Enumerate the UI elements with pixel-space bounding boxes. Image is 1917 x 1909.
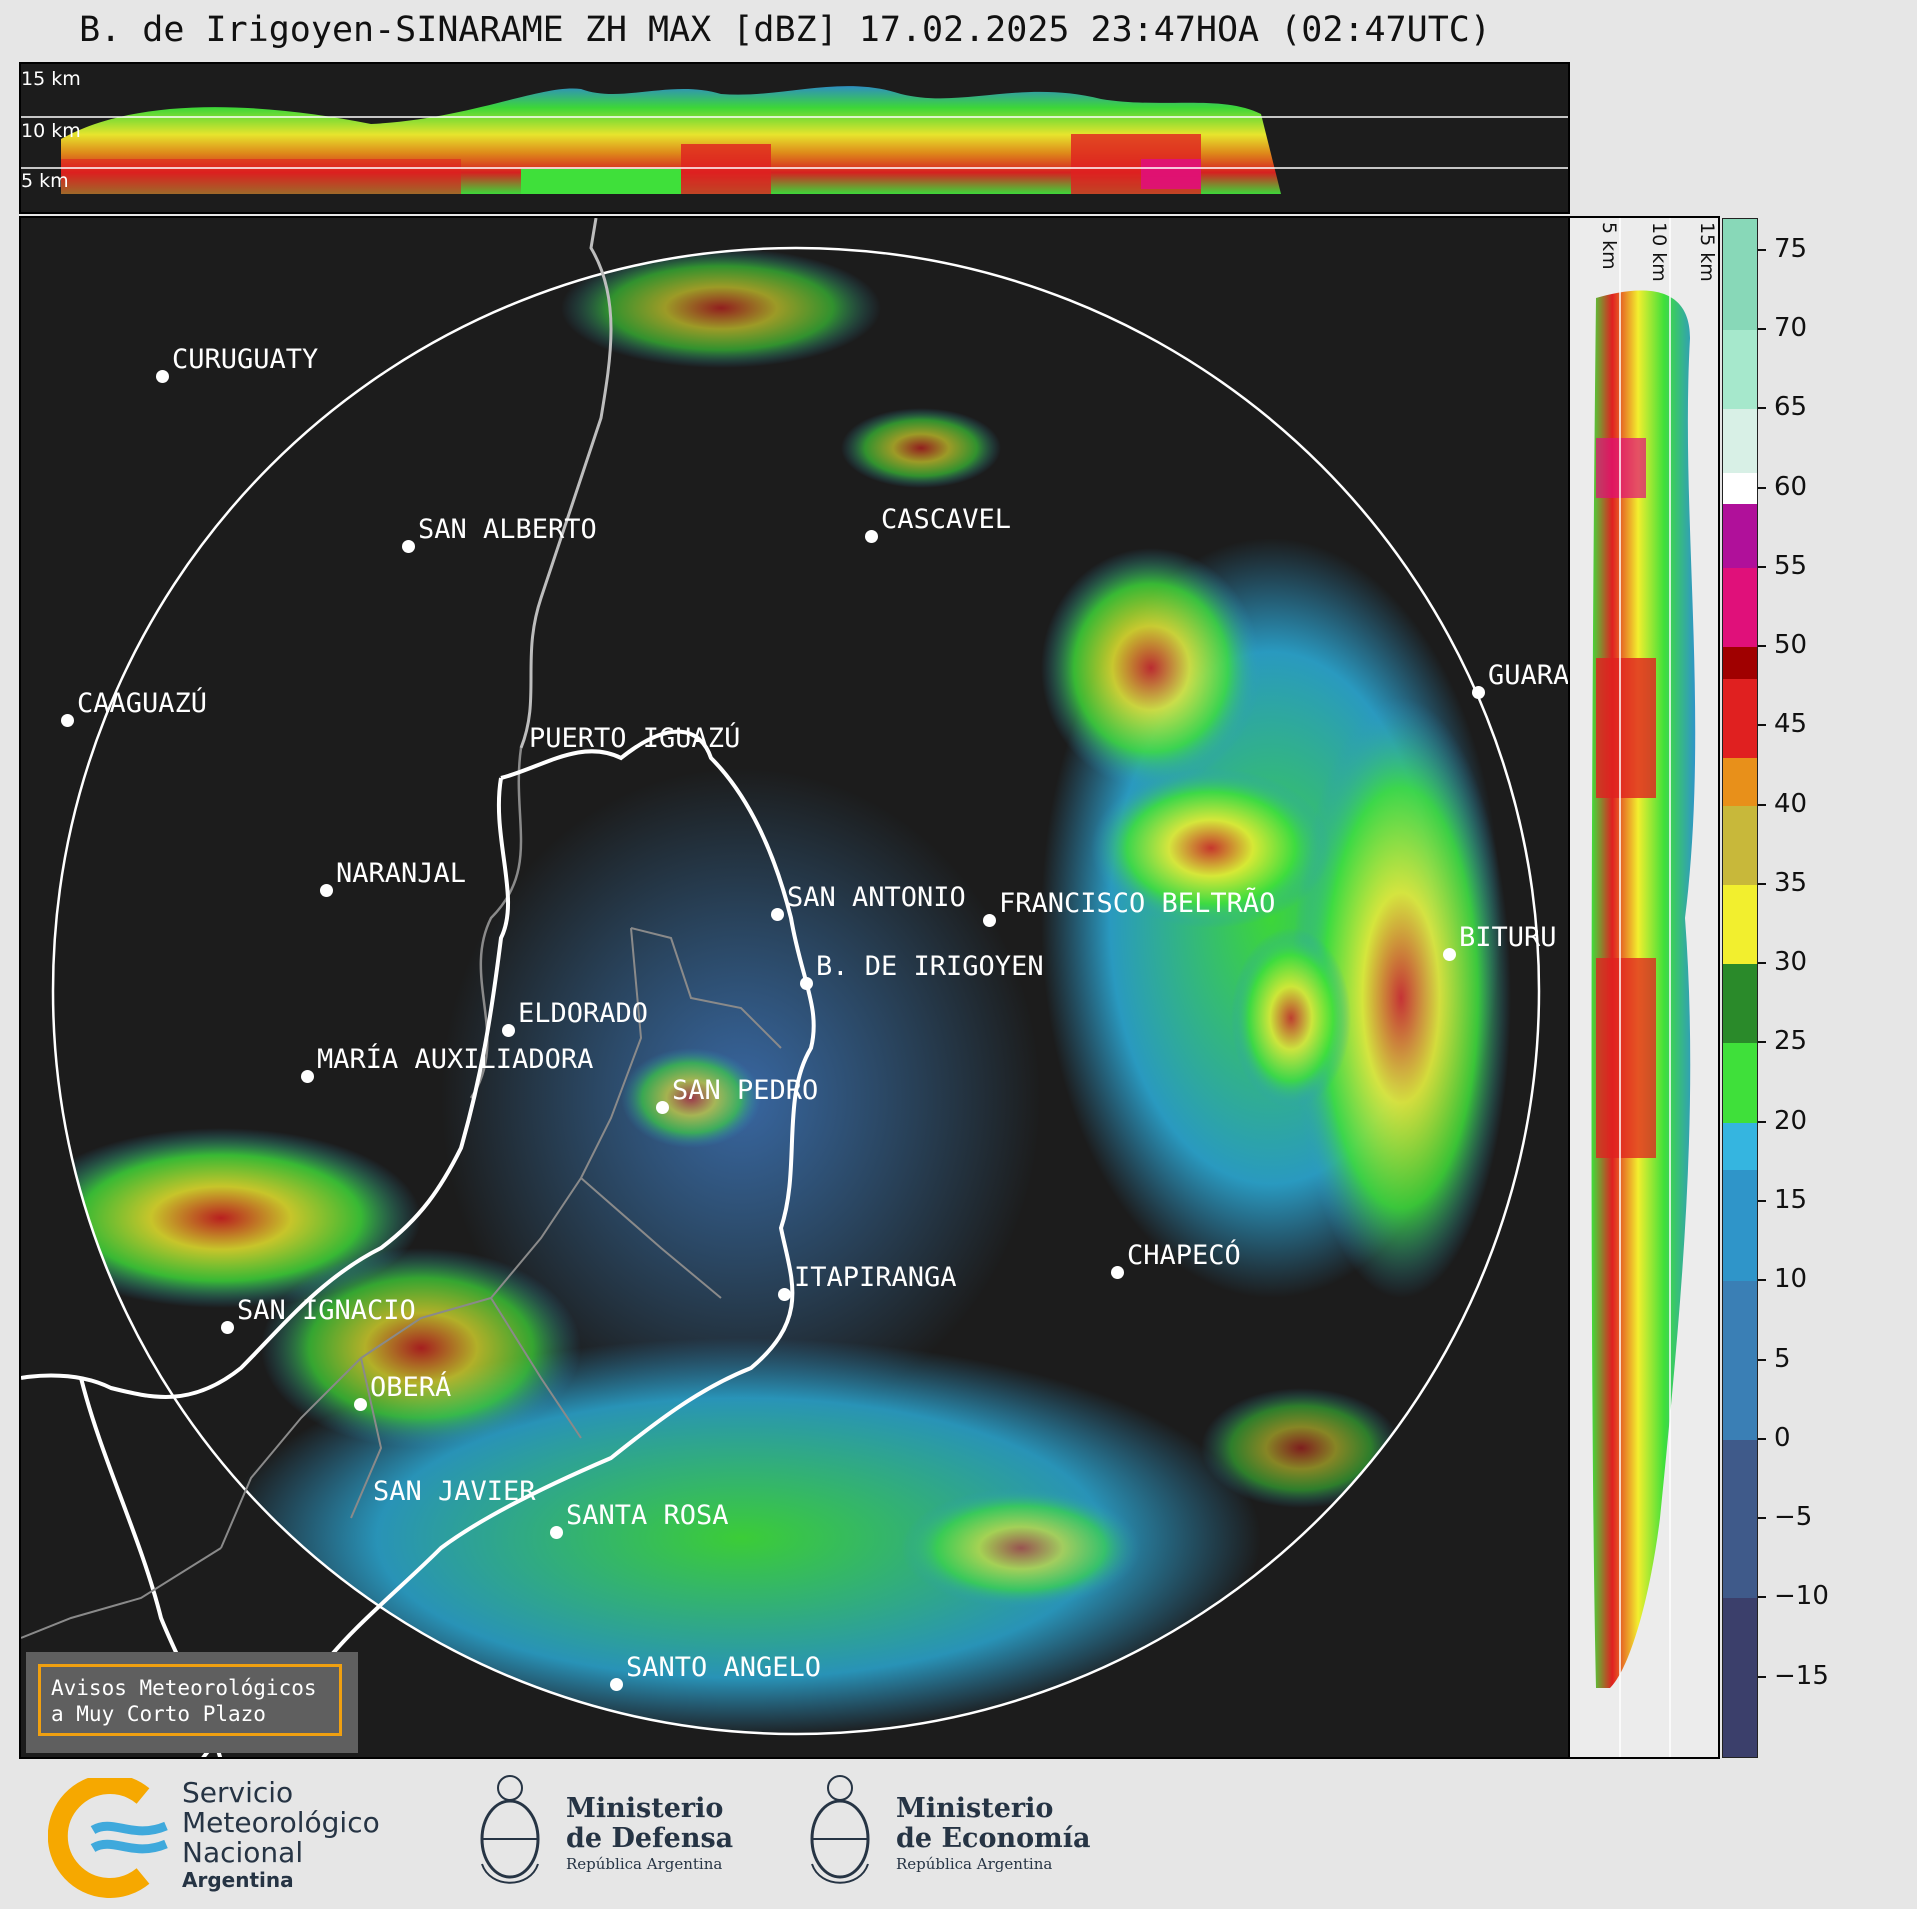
defensa-line-3: República Argentina — [566, 1855, 723, 1873]
colorbar-tick-label: 45 — [1774, 709, 1808, 740]
colorbar-tick: 70 — [1758, 313, 1807, 343]
economia-line-1: Ministerio — [896, 1793, 1054, 1824]
side-cross-section-image — [1591, 218, 1696, 1757]
radar-image — [21, 218, 1541, 1757]
argentina-coat-of-arms-economia-icon — [810, 1775, 870, 1884]
colorbar-tick-label: 30 — [1774, 947, 1808, 978]
smn-line-3: Nacional — [182, 1836, 304, 1869]
colorbar-band — [1723, 884, 1757, 965]
colorbar-tick: −15 — [1758, 1661, 1829, 1691]
smn-text: Servicio Meteorológico Nacional Argentin… — [182, 1776, 380, 1893]
notice-line-1: Avisos Meteorológicos — [51, 1676, 317, 1700]
colorbar-tick-label: 50 — [1774, 630, 1808, 661]
colorbar-tick: −5 — [1758, 1502, 1812, 1532]
defensa-line-1: Ministerio — [566, 1793, 724, 1824]
colorbar-tick: −10 — [1758, 1581, 1829, 1611]
colorbar-band — [1723, 1170, 1757, 1282]
colorbar-tick-label: −10 — [1774, 1581, 1829, 1612]
colorbar-band — [1723, 1439, 1757, 1599]
colorbar-tick-label: 25 — [1774, 1026, 1808, 1057]
colorbar-band — [1723, 1281, 1757, 1440]
colorbar-band — [1723, 964, 1757, 1044]
defensa-line-2: de Defensa — [566, 1823, 734, 1854]
colorbar-tick: 65 — [1758, 392, 1807, 422]
colorbar-band — [1723, 472, 1757, 505]
colorbar-tick-label: 35 — [1774, 867, 1808, 898]
economia-line-2: de Economía — [896, 1823, 1091, 1854]
colorbar-tick: 10 — [1758, 1264, 1807, 1294]
smn-logo-icon — [48, 1778, 168, 1898]
colorbar-band — [1723, 329, 1757, 410]
colorbar-tick-label: 70 — [1774, 312, 1808, 343]
colorbar-tick: 75 — [1758, 234, 1807, 264]
colorbar-tick-label: 10 — [1774, 1264, 1808, 1295]
side-alt-label-15: 15 km — [1696, 222, 1718, 282]
colorbar-band — [1723, 1598, 1757, 1757]
colorbar-tick: 35 — [1758, 868, 1807, 898]
colorbar-tick-label: 20 — [1774, 1105, 1808, 1136]
colorbar-tick: 30 — [1758, 947, 1807, 977]
colorbar-tick-label: 75 — [1774, 233, 1808, 264]
colorbar-band — [1723, 678, 1757, 759]
colorbar-tick-label: −5 — [1774, 1502, 1813, 1533]
colorbar-tick: 20 — [1758, 1106, 1807, 1136]
colorbar-tick-label: 40 — [1774, 788, 1808, 819]
colorbar-tick: 0 — [1758, 1423, 1791, 1453]
notice-line-2: a Muy Corto Plazo — [51, 1702, 266, 1726]
colorbar-tick: 25 — [1758, 1026, 1807, 1056]
colorbar-tick-label: 0 — [1774, 1422, 1791, 1453]
colorbar-band — [1723, 504, 1757, 568]
economia-line-3: República Argentina — [896, 1855, 1053, 1873]
top-cross-section-image — [21, 86, 1568, 194]
map-title: B. de Irigoyen-SINARAME ZH MAX [dBZ] 17.… — [79, 10, 1491, 50]
colorbar-tick-label: 55 — [1774, 550, 1808, 581]
colorbar-band — [1723, 647, 1757, 679]
colorbar-band — [1723, 1122, 1757, 1171]
colorbar-tick: 40 — [1758, 789, 1807, 819]
colorbar-tick-label: 60 — [1774, 471, 1808, 502]
colorbar-band — [1723, 219, 1757, 330]
colorbar-band — [1723, 409, 1757, 473]
top-alt-label-15: 15 km — [21, 68, 81, 90]
colorbar-tick-label: 5 — [1774, 1343, 1791, 1374]
smn-line-2: Meteorológico — [182, 1806, 380, 1839]
colorbar-tick: 45 — [1758, 709, 1807, 739]
colorbar-band — [1723, 805, 1757, 885]
top-alt-label-5: 5 km — [21, 170, 69, 192]
economia-text: Ministerio de Economía República Argenti… — [896, 1794, 1090, 1874]
side-alt-label-10: 10 km — [1648, 222, 1670, 282]
notice-frame: Avisos Meteorológicos a Muy Corto Plazo — [38, 1664, 342, 1736]
colorbar-band — [1723, 1043, 1757, 1123]
colorbar-tick-label: 65 — [1774, 392, 1808, 423]
notice-box: Avisos Meteorológicos a Muy Corto Plazo — [26, 1652, 358, 1753]
colorbar-tick: 50 — [1758, 630, 1807, 660]
colorbar-tick: 55 — [1758, 551, 1807, 581]
smn-line-1: Servicio — [182, 1776, 294, 1809]
side-alt-label-5: 5 km — [1598, 222, 1620, 270]
smn-line-4: Argentina — [182, 1868, 294, 1892]
footer: Servicio Meteorológico Nacional Argentin… — [0, 1760, 1917, 1909]
colorbar-band — [1723, 758, 1757, 806]
top-cross-section-panel: 15 km 10 km 5 km — [19, 62, 1570, 214]
argentina-coat-of-arms-defensa-icon — [480, 1775, 540, 1884]
colorbar-tick: 5 — [1758, 1344, 1791, 1374]
top-alt-label-10: 10 km — [21, 120, 81, 142]
colorbar-tick: 15 — [1758, 1185, 1807, 1215]
side-cross-section-panel: 5 km 10 km 15 km — [1570, 216, 1720, 1759]
defensa-text: Ministerio de Defensa República Argentin… — [566, 1794, 733, 1874]
colorbar-tick-label: −15 — [1774, 1660, 1829, 1691]
radar-map: CURUGUATY SAN ALBERTO CASCAVEL CAAGUAZÚ … — [19, 216, 1570, 1759]
colorbar-band — [1723, 567, 1757, 648]
colorbar-tick-label: 15 — [1774, 1185, 1808, 1216]
colorbar — [1722, 218, 1758, 1758]
colorbar-tick: 60 — [1758, 472, 1807, 502]
colorbar-ticks: 75 70 65 60 55 50 45 40 35 30 25 20 15 10 5 0 −5 −10 −15 — [1758, 218, 1917, 1758]
